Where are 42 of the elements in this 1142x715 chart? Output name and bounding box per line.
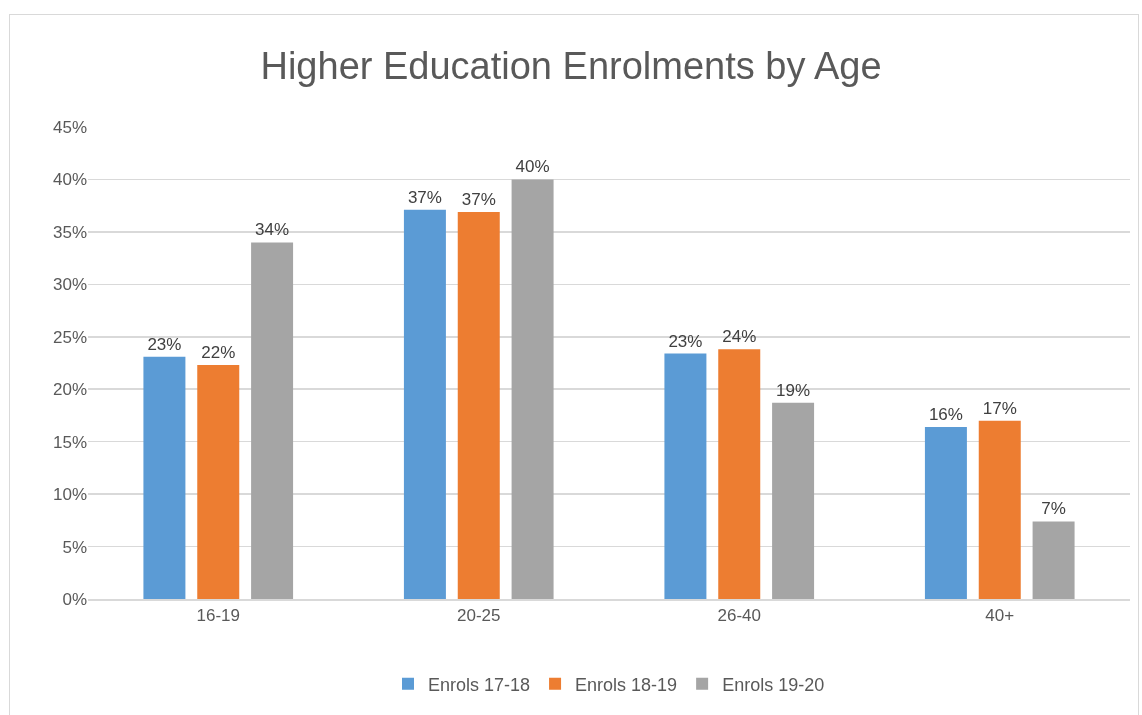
x-tick-label: 26-40 bbox=[717, 605, 761, 625]
data-label: 7% bbox=[1041, 499, 1066, 519]
bar bbox=[718, 349, 761, 599]
data-label: 24% bbox=[722, 327, 757, 347]
bar bbox=[924, 426, 967, 599]
bar bbox=[664, 353, 707, 599]
data-label: 40% bbox=[515, 157, 550, 177]
y-tick-label: 20% bbox=[52, 380, 87, 400]
data-label: 37% bbox=[407, 187, 442, 207]
chart-title: Higher Education Enrolments by Age bbox=[260, 45, 882, 88]
bar bbox=[197, 365, 240, 599]
data-label: 34% bbox=[255, 220, 290, 240]
y-tick-label: 10% bbox=[52, 485, 87, 505]
bar bbox=[772, 402, 815, 599]
bar bbox=[457, 211, 500, 599]
x-tick-label: 20-25 bbox=[457, 605, 501, 625]
data-label: 19% bbox=[776, 380, 811, 400]
y-tick-label: 35% bbox=[52, 222, 87, 242]
bar bbox=[403, 209, 446, 599]
legend-label: Enrols 19-20 bbox=[722, 674, 825, 695]
data-label: 37% bbox=[461, 189, 496, 209]
y-tick-label: 15% bbox=[52, 432, 87, 452]
y-tick-label: 40% bbox=[52, 170, 87, 190]
y-tick-label: 25% bbox=[52, 327, 87, 347]
legend-label: Enrols 17-18 bbox=[428, 674, 531, 695]
bar bbox=[978, 420, 1021, 599]
data-label: 23% bbox=[668, 331, 703, 351]
bar bbox=[511, 179, 554, 599]
data-label: 22% bbox=[201, 343, 236, 363]
legend-label: Enrols 18-19 bbox=[575, 674, 678, 695]
data-label: 23% bbox=[147, 334, 182, 354]
y-tick-label: 45% bbox=[52, 117, 87, 137]
y-tick-label: 5% bbox=[62, 537, 87, 557]
data-label: 17% bbox=[982, 398, 1017, 418]
x-tick-label: 16-19 bbox=[196, 605, 240, 625]
y-tick-label: 0% bbox=[62, 589, 87, 609]
bar bbox=[1032, 521, 1075, 599]
x-tick-label: 40+ bbox=[985, 605, 1015, 625]
y-tick-label: 30% bbox=[52, 275, 87, 295]
bar bbox=[251, 242, 294, 599]
bar bbox=[143, 356, 186, 599]
data-label: 16% bbox=[928, 404, 963, 424]
